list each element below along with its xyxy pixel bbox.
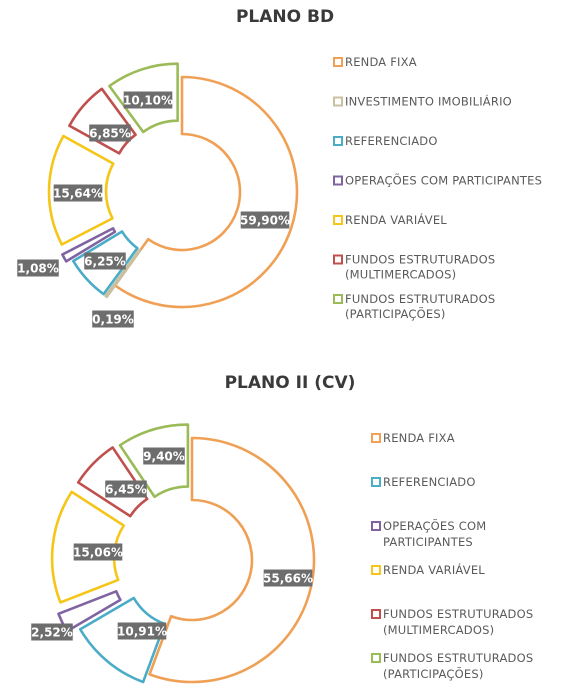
chart-title: PLANO II (CV) xyxy=(225,373,356,393)
legend-swatch xyxy=(371,609,381,619)
value-label-box xyxy=(17,259,59,277)
value-label-box xyxy=(84,252,126,270)
slice-6 xyxy=(118,423,190,499)
legend-entry: RENDA FIXA xyxy=(383,431,455,445)
value-label: 2,52% xyxy=(31,625,73,639)
value-label-box xyxy=(73,543,123,561)
legend-swatch xyxy=(371,565,381,575)
legend-swatch xyxy=(333,175,343,186)
value-label-box xyxy=(143,447,185,465)
value-label-box xyxy=(53,184,103,202)
value-label-box xyxy=(123,91,173,109)
legend-entry: OPERAÇÕES COM xyxy=(383,518,486,533)
value-label-box xyxy=(240,211,290,229)
value-label-box xyxy=(92,310,134,328)
value-label: 9,40% xyxy=(143,449,185,463)
legend-entry: RENDA FIXA xyxy=(345,55,417,69)
slice-4 xyxy=(50,490,126,604)
slice-4 xyxy=(61,227,117,263)
legend-entry: FUNDOS ESTRUTURADOS xyxy=(345,253,495,267)
value-label: 0,19% xyxy=(92,312,134,326)
slice-7 xyxy=(108,62,179,134)
value-label: 10,91% xyxy=(117,624,167,638)
legend-swatch xyxy=(333,136,343,146)
slice-5 xyxy=(47,134,115,246)
slice-6 xyxy=(68,87,137,155)
legend-entry: (PARTICIPAÇÕES) xyxy=(345,306,446,321)
legend-entry: INVESTIMENTO IMOBILIÁRIO xyxy=(345,94,512,109)
slice-2 xyxy=(104,248,142,299)
legend-entry: FUNDOS ESTRUTURADOS xyxy=(383,607,533,621)
value-label-box xyxy=(117,622,167,640)
value-label-box xyxy=(31,623,73,641)
legend-swatch xyxy=(333,215,343,225)
legend-entry: (MULTIMERCADOS) xyxy=(345,268,456,282)
legend-swatch xyxy=(333,254,343,265)
value-label-box xyxy=(263,569,313,587)
value-label: 6,85% xyxy=(89,126,131,140)
chart-title: PLANO BD xyxy=(236,7,334,27)
legend-entry: REFERENCIADO xyxy=(383,475,476,489)
slice-1 xyxy=(148,436,316,684)
legend-entry: (PARTICIPAÇÕES) xyxy=(383,666,484,681)
value-label: 1,08% xyxy=(17,261,59,275)
legend-entry: FUNDOS ESTRUTURADOS xyxy=(345,292,495,306)
legend-swatch xyxy=(371,477,381,487)
legend-swatch xyxy=(371,433,381,443)
chart-1: PLANO BD 59,90% 0,19% 6,25% 1,08% 15,64% 6,85%… xyxy=(17,7,542,328)
legend-entry: FUNDOS ESTRUTURADOS xyxy=(383,651,533,665)
legend-entry: (MULTIMERCADOS) xyxy=(383,623,494,637)
slice-2 xyxy=(78,596,166,684)
legend-entry: RENDA VARIÁVEL xyxy=(383,562,485,577)
value-label: 6,25% xyxy=(84,254,126,268)
legend-entry: RENDA VARIÁVEL xyxy=(345,212,447,227)
value-label: 55,66% xyxy=(263,571,313,585)
legend-swatch xyxy=(333,96,343,107)
legend-entry: REFERENCIADO xyxy=(345,134,438,148)
legend-swatch xyxy=(371,653,381,663)
slice-1 xyxy=(113,75,299,309)
value-label: 59,90% xyxy=(240,213,290,227)
legend-entry: OPERAÇÕES COM PARTICIPANTES xyxy=(345,173,542,188)
value-label: 10,10% xyxy=(123,93,173,107)
legend-swatch xyxy=(333,294,343,304)
legend-entry: PARTICIPANTES xyxy=(383,535,473,549)
chart-2: PLANO II (CV) 55,66% 10,91% 2,52% 15,06% 6,45… xyxy=(31,373,533,684)
value-label: 15,64% xyxy=(53,186,103,200)
value-label-box xyxy=(105,480,147,498)
slice-3 xyxy=(72,230,139,296)
slice-5 xyxy=(76,446,149,518)
value-label: 15,06% xyxy=(73,545,123,559)
legend-swatch xyxy=(333,57,343,67)
legend-swatch xyxy=(371,521,381,531)
value-label-box xyxy=(89,124,131,142)
value-label: 6,45% xyxy=(105,482,147,496)
